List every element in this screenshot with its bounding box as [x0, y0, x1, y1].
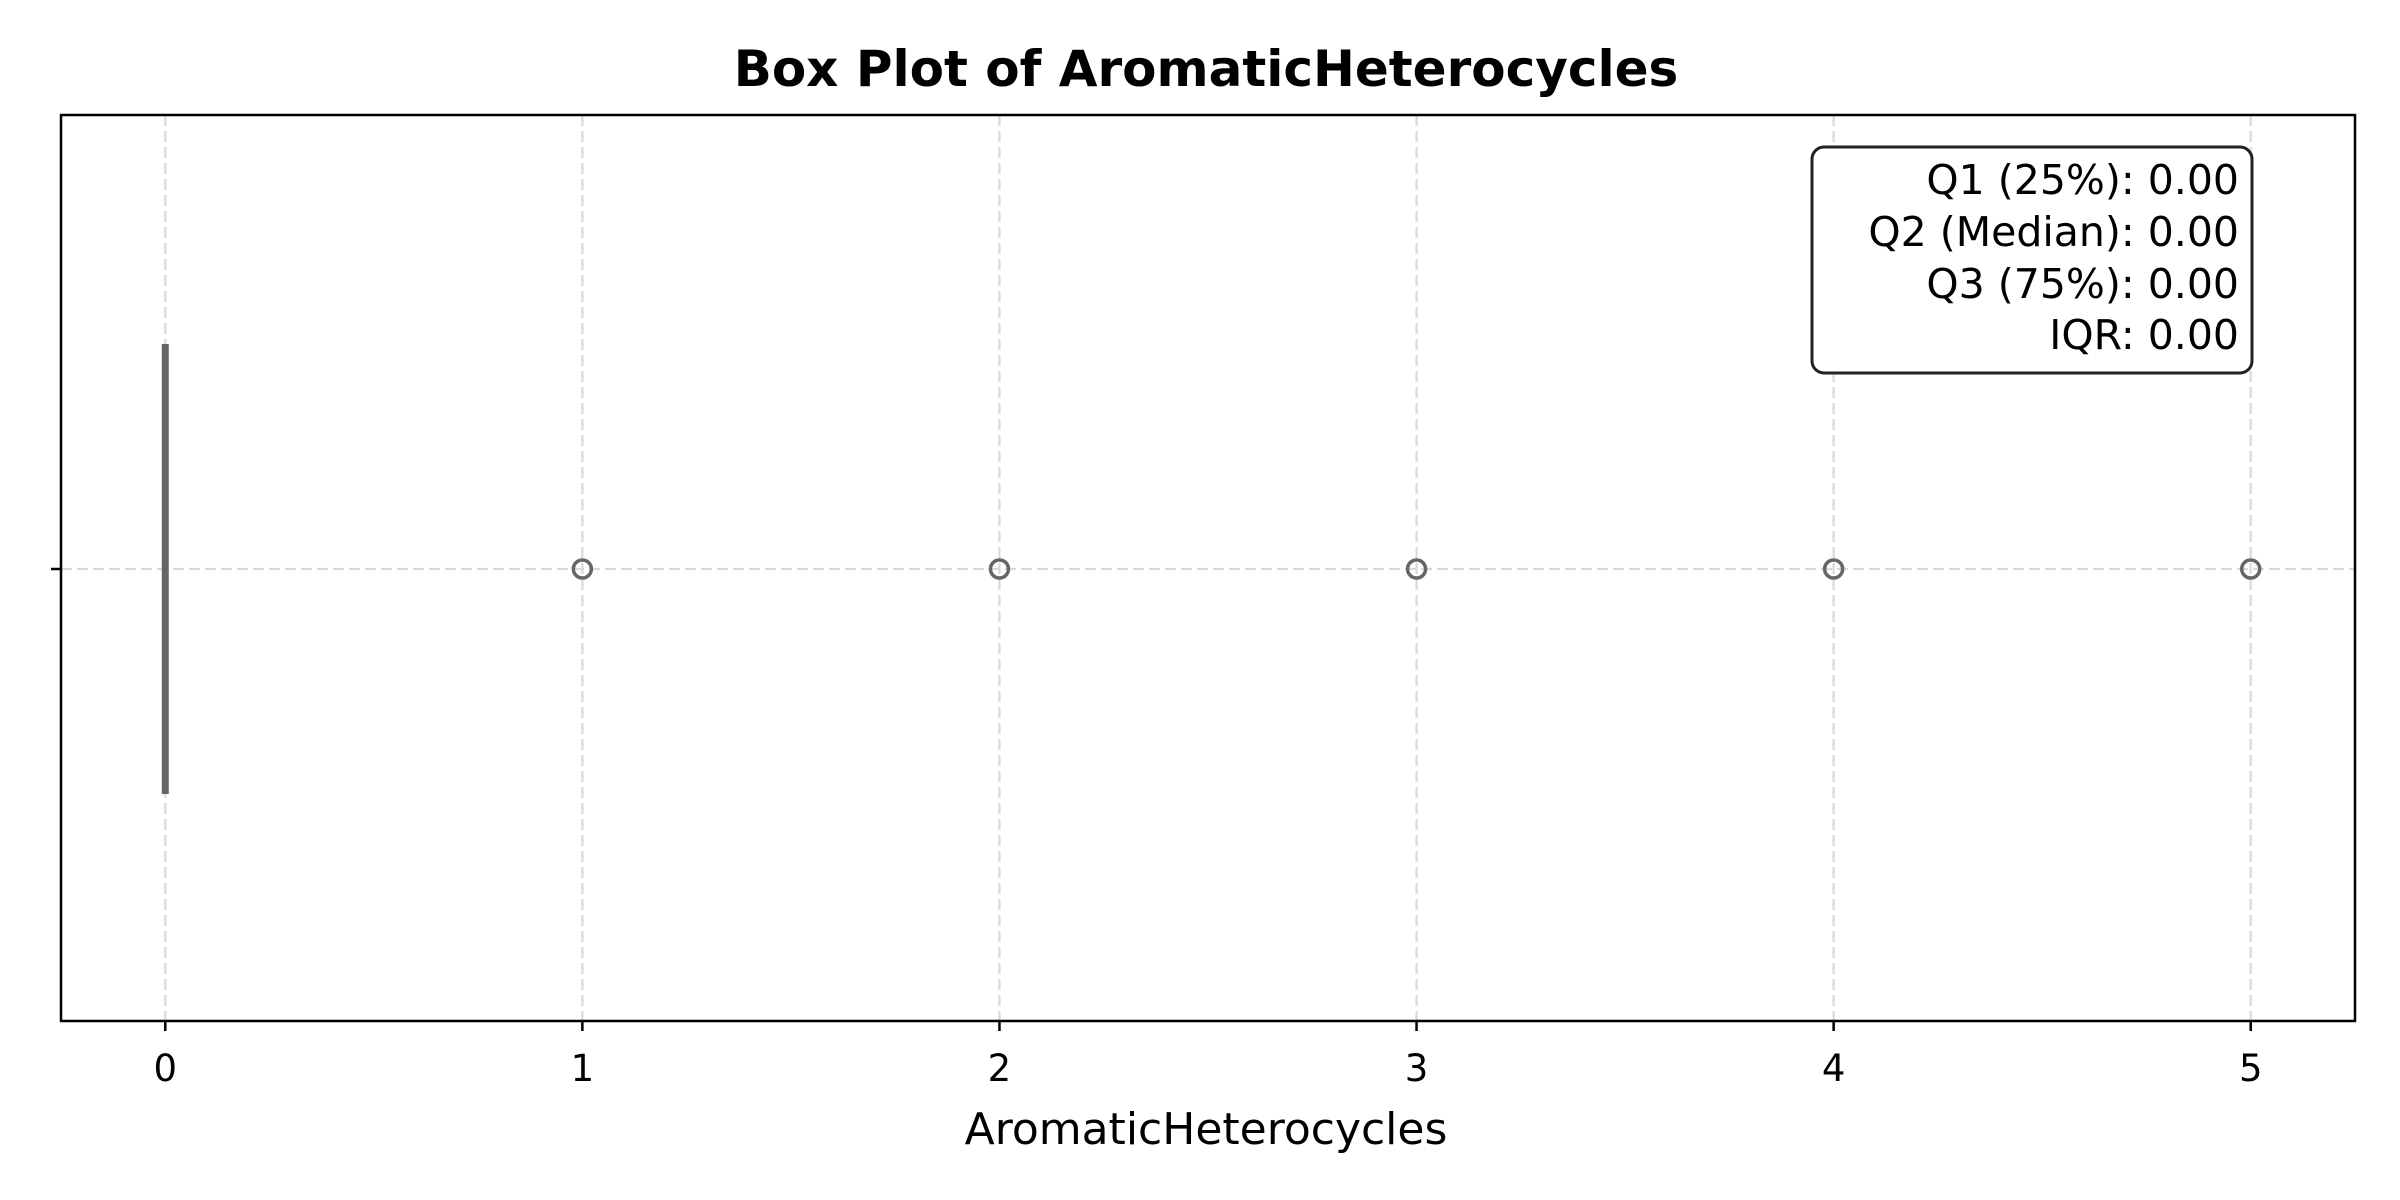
x-axis-label: AromaticHeterocycles: [965, 1104, 1448, 1155]
x-tick-label-2: 2: [988, 1047, 1012, 1090]
stats-box-frame: [1810, 145, 2254, 375]
outlier-points: [571, 558, 2262, 580]
chart-title: Box Plot of AromaticHeterocycles: [734, 40, 1679, 98]
x-tick-label-4: 4: [1822, 1047, 1846, 1090]
x-tick-label-1: 1: [571, 1047, 595, 1090]
outlier-point-5: [2239, 558, 2262, 580]
outlier-point-4: [1822, 558, 1845, 580]
x-tick-label-0: 0: [153, 1047, 177, 1090]
x-tick-label-5: 5: [2239, 1047, 2263, 1090]
outlier-point-1: [571, 558, 594, 580]
stats-q1-text: Q1 (25%): 0.00: [1926, 156, 2239, 204]
grid-lines: [61, 115, 2355, 1021]
stats-box: Q1 (25%): 0.00 Q2 (Median): 0.00 Q3 (75%…: [1810, 145, 2254, 375]
axes: 0 1 2 3 4 5: [51, 567, 2263, 1090]
outlier-point-3: [1405, 558, 1428, 580]
stats-q3-text: Q3 (75%): 0.00: [1926, 260, 2239, 308]
x-tick-label-3: 3: [1405, 1047, 1429, 1090]
outlier-point-2: [988, 558, 1011, 580]
stats-iqr-text: IQR: 0.00: [2049, 311, 2239, 359]
stats-median-text: Q2 (Median): 0.00: [1868, 208, 2239, 256]
